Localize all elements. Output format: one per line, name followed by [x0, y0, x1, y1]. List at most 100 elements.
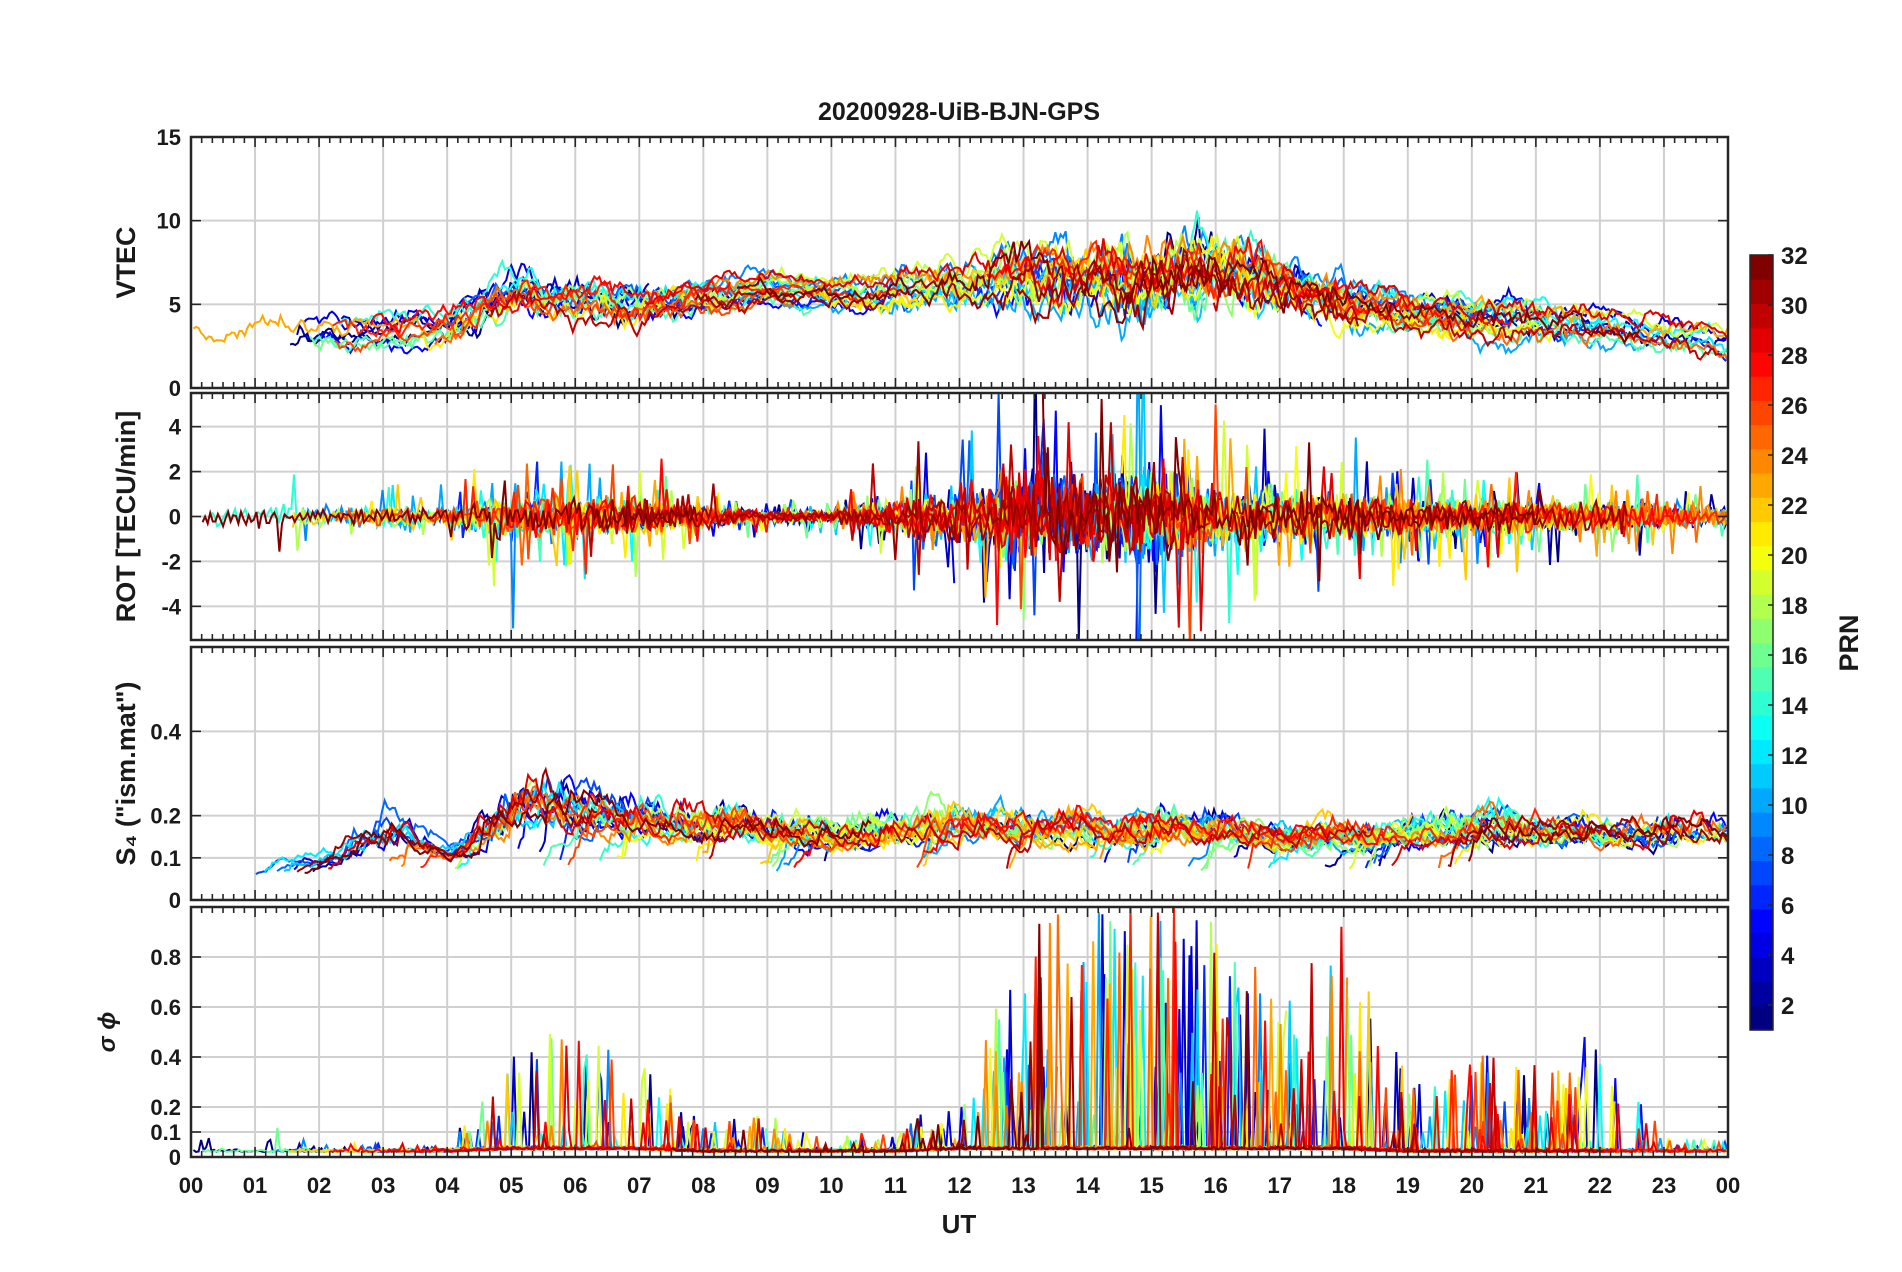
- x-tick-label: 00: [179, 1173, 203, 1198]
- y-tick-label: 0.2: [150, 1095, 181, 1120]
- colorbar-tick-label: 18: [1781, 593, 1808, 620]
- colorbar-tick-label: 24: [1781, 443, 1808, 470]
- series-prn-24: [1143, 232, 1458, 323]
- x-axis-label: UT: [942, 1209, 977, 1239]
- colorbar-swatch: [1750, 255, 1773, 280]
- y-axis-label: ROT [TECU/min]: [111, 411, 141, 622]
- y-tick-label: -2: [161, 549, 181, 574]
- panel-1: 0 5 10 15 VTEC: [111, 125, 1730, 401]
- y-tick-label: 5: [169, 292, 181, 317]
- series-prn-32: [1041, 393, 1546, 582]
- y-tick-label: 0.4: [150, 719, 181, 744]
- y-tick-label: 0.4: [150, 1045, 181, 1070]
- colorbar-swatch: [1750, 448, 1773, 474]
- x-tick-label: 03: [371, 1173, 395, 1198]
- x-tick-label: 09: [755, 1173, 779, 1198]
- series-group: [201, 393, 1728, 640]
- y-tick-label: 0.1: [150, 1120, 181, 1145]
- series-prn-32: [1467, 815, 1728, 862]
- colorbar-swatch: [1750, 763, 1773, 789]
- colorbar-tick-label: 32: [1781, 243, 1808, 270]
- y-axis-label: VTEC: [111, 226, 141, 298]
- colorbar-tick-label: 6: [1781, 893, 1794, 920]
- x-tick-label: 05: [499, 1173, 523, 1198]
- series-prn-30: [1005, 809, 1375, 869]
- x-tick-label: 11: [884, 1173, 907, 1198]
- series-prn-31: [1447, 814, 1728, 868]
- colorbar-tick-label: 26: [1781, 393, 1808, 420]
- x-tick-label: 19: [1396, 1173, 1420, 1198]
- colorbar-swatch: [1750, 981, 1773, 1007]
- colorbar-swatch: [1750, 787, 1773, 813]
- series-prn-29: [328, 772, 790, 870]
- x-tick-label: 08: [691, 1173, 715, 1198]
- series-prn-31: [1345, 1097, 1605, 1154]
- x-tick-label: 01: [243, 1173, 267, 1198]
- panel-4: 00.10.2 0.4 0.6 0.8 σ ϕ 00 01 02 03 04 05 06 07 08 09 1…: [94, 905, 1740, 1198]
- series-prn-31: [620, 441, 1181, 561]
- colorbar-swatch: [1750, 690, 1773, 716]
- colorbar-swatch: [1750, 933, 1773, 958]
- series-prn-29: [1272, 263, 1728, 340]
- colorbar-swatch: [1750, 327, 1773, 353]
- series-group: [255, 766, 1728, 876]
- x-tick-label: 20: [1460, 1173, 1484, 1198]
- series-prn-32: [201, 480, 698, 559]
- series-prn-27: [1247, 806, 1589, 869]
- panel-3: 0 0.1 0.2 0.4 S₄ ("ism.mat"): [111, 645, 1730, 913]
- colorbar-swatch: [1750, 836, 1773, 862]
- x-tick-label: 21: [1524, 1173, 1548, 1198]
- colorbar-swatch: [1750, 497, 1773, 523]
- colorbar-tick-label: 8: [1781, 843, 1794, 870]
- colorbar-swatch: [1750, 618, 1773, 644]
- x-tick-label: 13: [1011, 1173, 1035, 1198]
- colorbar-tick-label: 10: [1781, 793, 1808, 820]
- y-tick-label: 10: [157, 209, 181, 234]
- colorbar-tick-label: 12: [1781, 743, 1808, 770]
- colorbar-swatch: [1750, 279, 1773, 305]
- colorbar-swatch: [1750, 472, 1773, 498]
- colorbar-swatch: [1750, 884, 1773, 910]
- y-axis-label: S₄ ("ism.mat"): [111, 681, 141, 865]
- y-tick-label: 0.2: [150, 804, 181, 829]
- series-prn-20: [1182, 253, 1553, 344]
- colorbar-swatch: [1750, 715, 1773, 740]
- series-prn-23: [1440, 293, 1728, 339]
- colorbar-swatch: [1750, 860, 1773, 886]
- series-prn-31: [1016, 247, 1359, 332]
- y-tick-label: 0.6: [150, 995, 181, 1020]
- series-prn-32: [951, 923, 1363, 1151]
- x-tick-label: 16: [1203, 1173, 1227, 1198]
- colorbar-swatch: [1750, 400, 1773, 426]
- x-tick-label: 00: [1716, 1173, 1740, 1198]
- colorbar-swatch: [1750, 642, 1773, 668]
- y-tick-label: 0: [169, 376, 181, 401]
- series-prn-30: [487, 290, 797, 338]
- y-tick-label: 0: [169, 1145, 181, 1170]
- chart-title: 20200928-UiB-BJN-GPS: [818, 98, 1100, 126]
- panel-2: -4 -2 0 2 4 ROT [TECU/min]: [111, 391, 1730, 642]
- series-prn-32: [304, 788, 872, 874]
- colorbar-swatch: [1750, 812, 1773, 837]
- colorbar-swatch: [1750, 376, 1773, 401]
- series-prn-23: [192, 310, 455, 343]
- series-prn-25: [434, 284, 795, 346]
- x-tick-label: 17: [1267, 1173, 1291, 1198]
- series-prn-17: [771, 790, 1311, 868]
- y-tick-label: 0: [169, 888, 181, 913]
- y-tick-label: 4: [169, 415, 182, 440]
- x-tick-label: 06: [563, 1173, 587, 1198]
- x-tick-label: 04: [435, 1173, 460, 1198]
- colorbar-tick-label: 28: [1781, 343, 1808, 370]
- colorbar-tick-label: 22: [1781, 493, 1808, 520]
- colorbar-swatch: [1750, 351, 1773, 377]
- x-tick-label: 22: [1588, 1173, 1612, 1198]
- y-axis-label: σ ϕ: [94, 1012, 121, 1053]
- colorbar-swatch: [1750, 545, 1773, 571]
- x-tick-label: 10: [819, 1173, 843, 1198]
- colorbar-tick-label: 20: [1781, 543, 1808, 570]
